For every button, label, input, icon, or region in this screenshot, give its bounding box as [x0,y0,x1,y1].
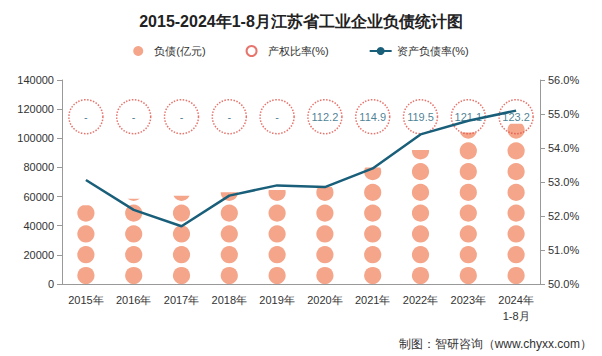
svg-text:2015年: 2015年 [68,294,103,306]
svg-text:2016年: 2016年 [116,294,151,306]
svg-text:-: - [84,111,88,123]
svg-text:-: - [132,111,136,123]
svg-text:制图：智研咨询（www.chyxx.com）: 制图：智研咨询（www.chyxx.com） [399,337,592,351]
svg-text:100000: 100000 [17,132,54,144]
svg-text:121.1: 121.1 [454,110,483,123]
svg-text:-: - [275,111,279,123]
svg-text:20000: 20000 [23,249,54,261]
svg-text:2018年: 2018年 [212,294,247,306]
svg-text:2022年: 2022年 [403,294,438,306]
svg-text:40000: 40000 [23,220,54,232]
svg-text:56.0%: 56.0% [548,74,579,86]
svg-text:-: - [227,111,231,123]
svg-text:1-8月: 1-8月 [503,310,530,322]
svg-text:2015-2024年1-8月江苏省工业企业负债统计图: 2015-2024年1-8月江苏省工业企业负债统计图 [139,13,463,30]
svg-text:53.0%: 53.0% [548,176,579,188]
svg-text:112.2: 112.2 [312,111,339,123]
svg-text:50.0%: 50.0% [548,278,579,290]
svg-text:-: - [180,111,184,123]
svg-text:51.0%: 51.0% [548,244,579,256]
svg-text:123.2: 123.2 [502,110,530,123]
svg-text:2023年: 2023年 [451,294,486,306]
svg-text:55.0%: 55.0% [548,108,579,120]
svg-text:资产负债率(%): 资产负债率(%) [397,45,469,57]
svg-text:2021年: 2021年 [355,294,390,306]
svg-text:产权比率(%): 产权比率(%) [268,45,329,57]
svg-text:0: 0 [48,278,54,290]
svg-text:120000: 120000 [17,103,54,115]
svg-text:119.5: 119.5 [407,111,434,123]
svg-text:2017年: 2017年 [164,294,199,306]
svg-text:60000: 60000 [23,191,54,203]
svg-text:80000: 80000 [23,161,54,173]
svg-text:54.0%: 54.0% [548,142,579,154]
svg-text:2024年: 2024年 [498,294,533,306]
svg-text:52.0%: 52.0% [548,210,579,222]
svg-text:2020年: 2020年 [307,294,342,306]
svg-text:140000: 140000 [17,74,54,86]
svg-text:负债(亿元): 负债(亿元) [154,45,205,57]
svg-text:2019年: 2019年 [259,294,294,306]
svg-text:114.9: 114.9 [359,111,386,123]
